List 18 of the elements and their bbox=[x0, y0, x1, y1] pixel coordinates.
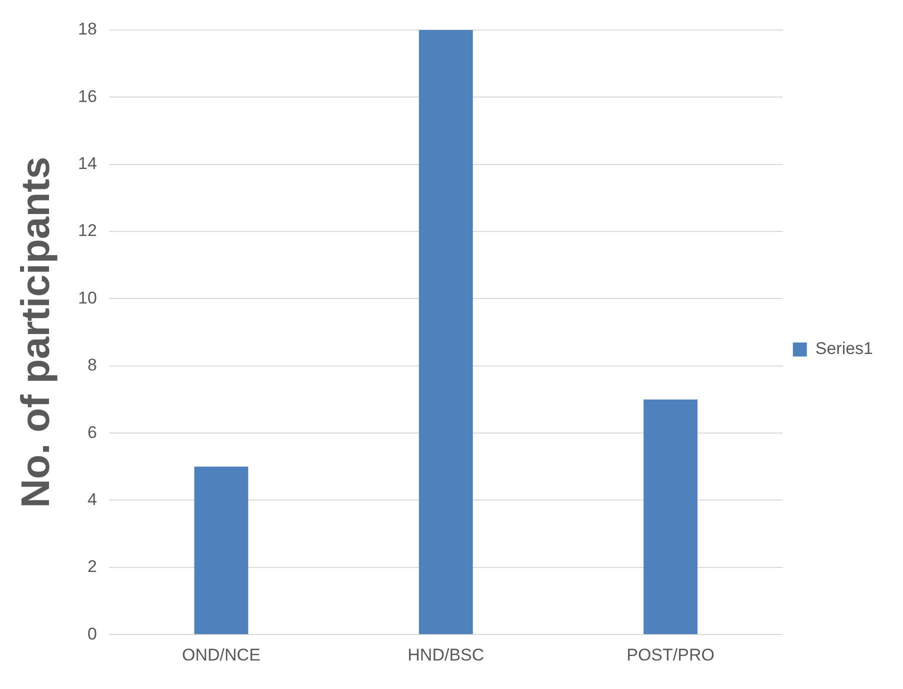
bar bbox=[194, 466, 248, 634]
bar bbox=[644, 399, 698, 634]
y-tick-label: 10 bbox=[78, 288, 97, 308]
y-tick-label: 4 bbox=[87, 490, 97, 509]
y-tick-label: 12 bbox=[78, 221, 97, 240]
y-tick-label: 14 bbox=[78, 154, 97, 174]
y-tick-label: 16 bbox=[78, 86, 97, 106]
legend-label: Series1 bbox=[815, 339, 873, 358]
y-axis-title: No. of participants bbox=[14, 156, 58, 508]
x-tick-label: HND/BSC bbox=[408, 645, 484, 664]
y-tick-label: 6 bbox=[87, 422, 97, 442]
y-tick-label: 2 bbox=[87, 557, 97, 576]
y-tick-label: 0 bbox=[87, 624, 97, 644]
x-tick-label: OND/NCE bbox=[182, 645, 260, 664]
y-tick-label: 8 bbox=[87, 356, 97, 375]
x-tick-label: POST/PRO bbox=[626, 645, 714, 664]
y-tick-label: 18 bbox=[78, 20, 97, 39]
bar bbox=[418, 30, 473, 634]
